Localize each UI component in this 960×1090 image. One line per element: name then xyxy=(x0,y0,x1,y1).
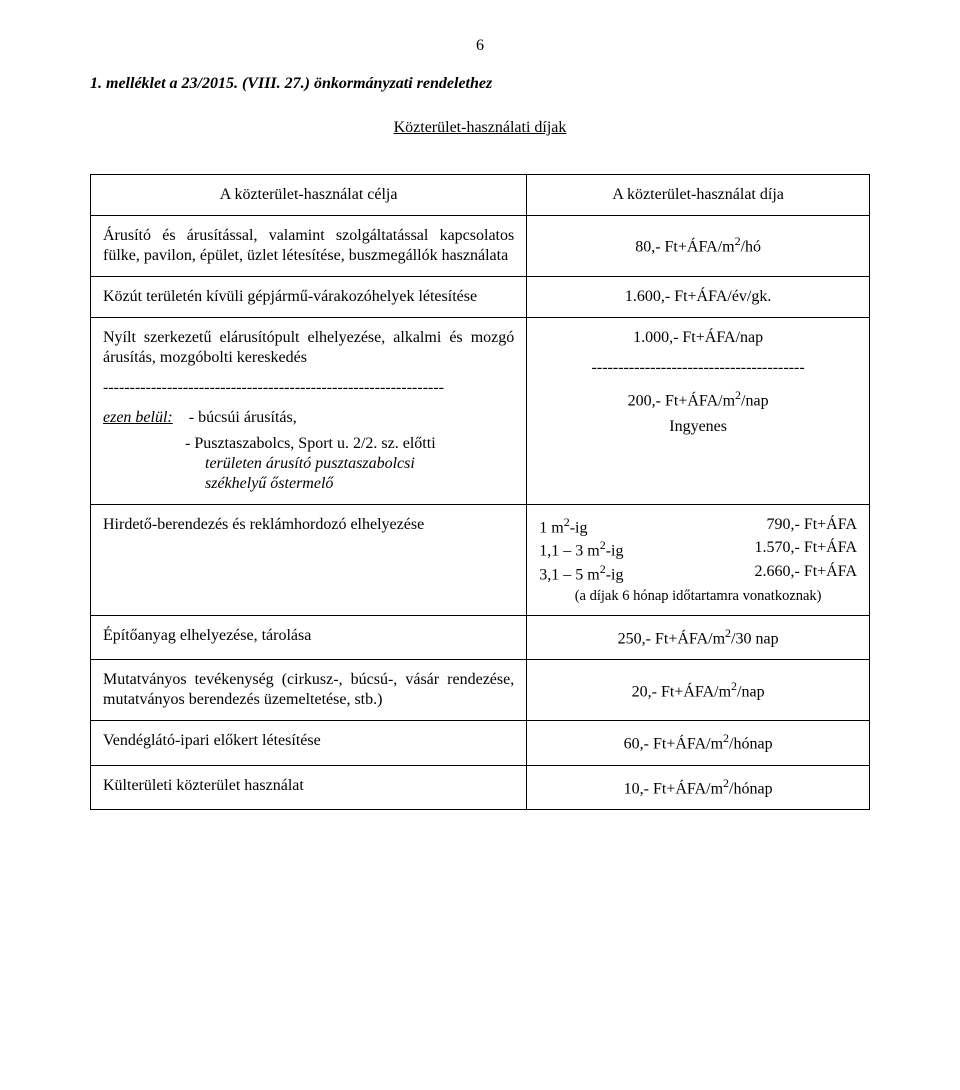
tariff-value: 2.660,- Ft+ÁFA xyxy=(754,562,857,585)
cell-selling-purpose: Árusító és árusítással, valamint szolgál… xyxy=(91,216,527,277)
cell-parking-purpose: Közút területén kívüli gépjármű-várakozó… xyxy=(91,277,527,318)
booth-sub-1: ezen belül: - búcsúi árusítás, xyxy=(103,408,514,428)
cell-outer-purpose: Külterületi közterület használat xyxy=(91,765,527,809)
advert-tariff-row: 1,1 – 3 m2-ig 1.570,- Ft+ÁFA xyxy=(539,538,857,561)
document-title: Közterület-használati díjak xyxy=(90,118,870,138)
tariff-label: 1 m2-ig xyxy=(539,515,587,538)
tariff-value: 790,- Ft+ÁFA xyxy=(766,515,857,538)
row-outer: Külterületi közterület használat 10,- Ft… xyxy=(91,765,870,809)
document-page: 6 1. melléklet a 23/2015. (VIII. 27.) ön… xyxy=(0,0,960,1090)
row-selling: Árusító és árusítással, valamint szolgál… xyxy=(91,216,870,277)
tariff-label: 3,1 – 5 m2-ig xyxy=(539,562,623,585)
reference-line: 1. melléklet a 23/2015. (VIII. 27.) önko… xyxy=(90,74,870,94)
booth-main-text: Nyílt szerkezetű elárusítópult elhelyezé… xyxy=(103,328,514,368)
booth-sub-2a: - Pusztaszabolcs, Sport u. 2/2. sz. előt… xyxy=(103,434,514,454)
advert-tariff-row: 3,1 – 5 m2-ig 2.660,- Ft+ÁFA xyxy=(539,562,857,585)
cell-outer-fee: 10,- Ft+ÁFA/m2/hónap xyxy=(527,765,870,809)
tariff-label: 1,1 – 3 m2-ig xyxy=(539,538,623,561)
page-number: 6 xyxy=(90,36,870,56)
row-advert: Hirdető-berendezés és reklámhordozó elhe… xyxy=(91,505,870,616)
cell-booth-fee: 1.000,- Ft+ÁFA/nap ---------------------… xyxy=(527,318,870,505)
col-header-fee: A közterület-használat díja xyxy=(527,175,870,216)
row-build: Építőanyag elhelyezése, tárolása 250,- F… xyxy=(91,616,870,660)
booth-fee-sub2: Ingyenes xyxy=(539,417,857,437)
booth-fee-sub1: 200,- Ft+ÁFA/m2/nap xyxy=(539,388,857,411)
cell-advert-purpose: Hirdető-berendezés és reklámhordozó elhe… xyxy=(91,505,527,616)
cell-selling-fee: 80,- Ft+ÁFA/m2/hó xyxy=(527,216,870,277)
table-header-row: A közterület-használat célja A közterüle… xyxy=(91,175,870,216)
row-booth: Nyílt szerkezetű elárusítópult elhelyezé… xyxy=(91,318,870,505)
cell-advert-fee: 1 m2-ig 790,- Ft+ÁFA 1,1 – 3 m2-ig 1.570… xyxy=(527,505,870,616)
booth-sub1-text: - búcsúi árusítás, xyxy=(189,409,297,426)
row-parking: Közút területén kívüli gépjármű-várakozó… xyxy=(91,277,870,318)
cell-build-purpose: Építőanyag elhelyezése, tárolása xyxy=(91,616,527,660)
row-terrace: Vendéglátó-ipari előkert létesítése 60,-… xyxy=(91,721,870,765)
booth-sub-2c: székhelyű őstermelő xyxy=(103,474,514,494)
advert-note: (a díjak 6 hónap időtartamra vonatkoznak… xyxy=(539,587,857,605)
ezen-belul-label: ezen belül: xyxy=(103,409,173,426)
advert-tariff-list: 1 m2-ig 790,- Ft+ÁFA 1,1 – 3 m2-ig 1.570… xyxy=(539,515,857,585)
cell-show-fee: 20,- Ft+ÁFA/m2/nap xyxy=(527,660,870,721)
cell-terrace-purpose: Vendéglátó-ipari előkert létesítése xyxy=(91,721,527,765)
col-header-purpose: A közterület-használat célja xyxy=(91,175,527,216)
dash-separator-left: ----------------------------------------… xyxy=(103,378,514,398)
cell-booth-purpose: Nyílt szerkezetű elárusítópult elhelyezé… xyxy=(91,318,527,505)
row-show: Mutatványos tevékenység (cirkusz-, búcsú… xyxy=(91,660,870,721)
cell-parking-fee: 1.600,- Ft+ÁFA/év/gk. xyxy=(527,277,870,318)
fees-table: A közterület-használat célja A közterüle… xyxy=(90,174,870,810)
tariff-value: 1.570,- Ft+ÁFA xyxy=(754,538,857,561)
booth-fee-main: 1.000,- Ft+ÁFA/nap xyxy=(539,328,857,348)
cell-build-fee: 250,- Ft+ÁFA/m2/30 nap xyxy=(527,616,870,660)
dash-separator-right: ---------------------------------------- xyxy=(539,358,857,378)
advert-tariff-row: 1 m2-ig 790,- Ft+ÁFA xyxy=(539,515,857,538)
cell-terrace-fee: 60,- Ft+ÁFA/m2/hónap xyxy=(527,721,870,765)
booth-sub-2b: területen árusító pusztaszabolcsi xyxy=(103,454,514,474)
cell-show-purpose: Mutatványos tevékenység (cirkusz-, búcsú… xyxy=(91,660,527,721)
